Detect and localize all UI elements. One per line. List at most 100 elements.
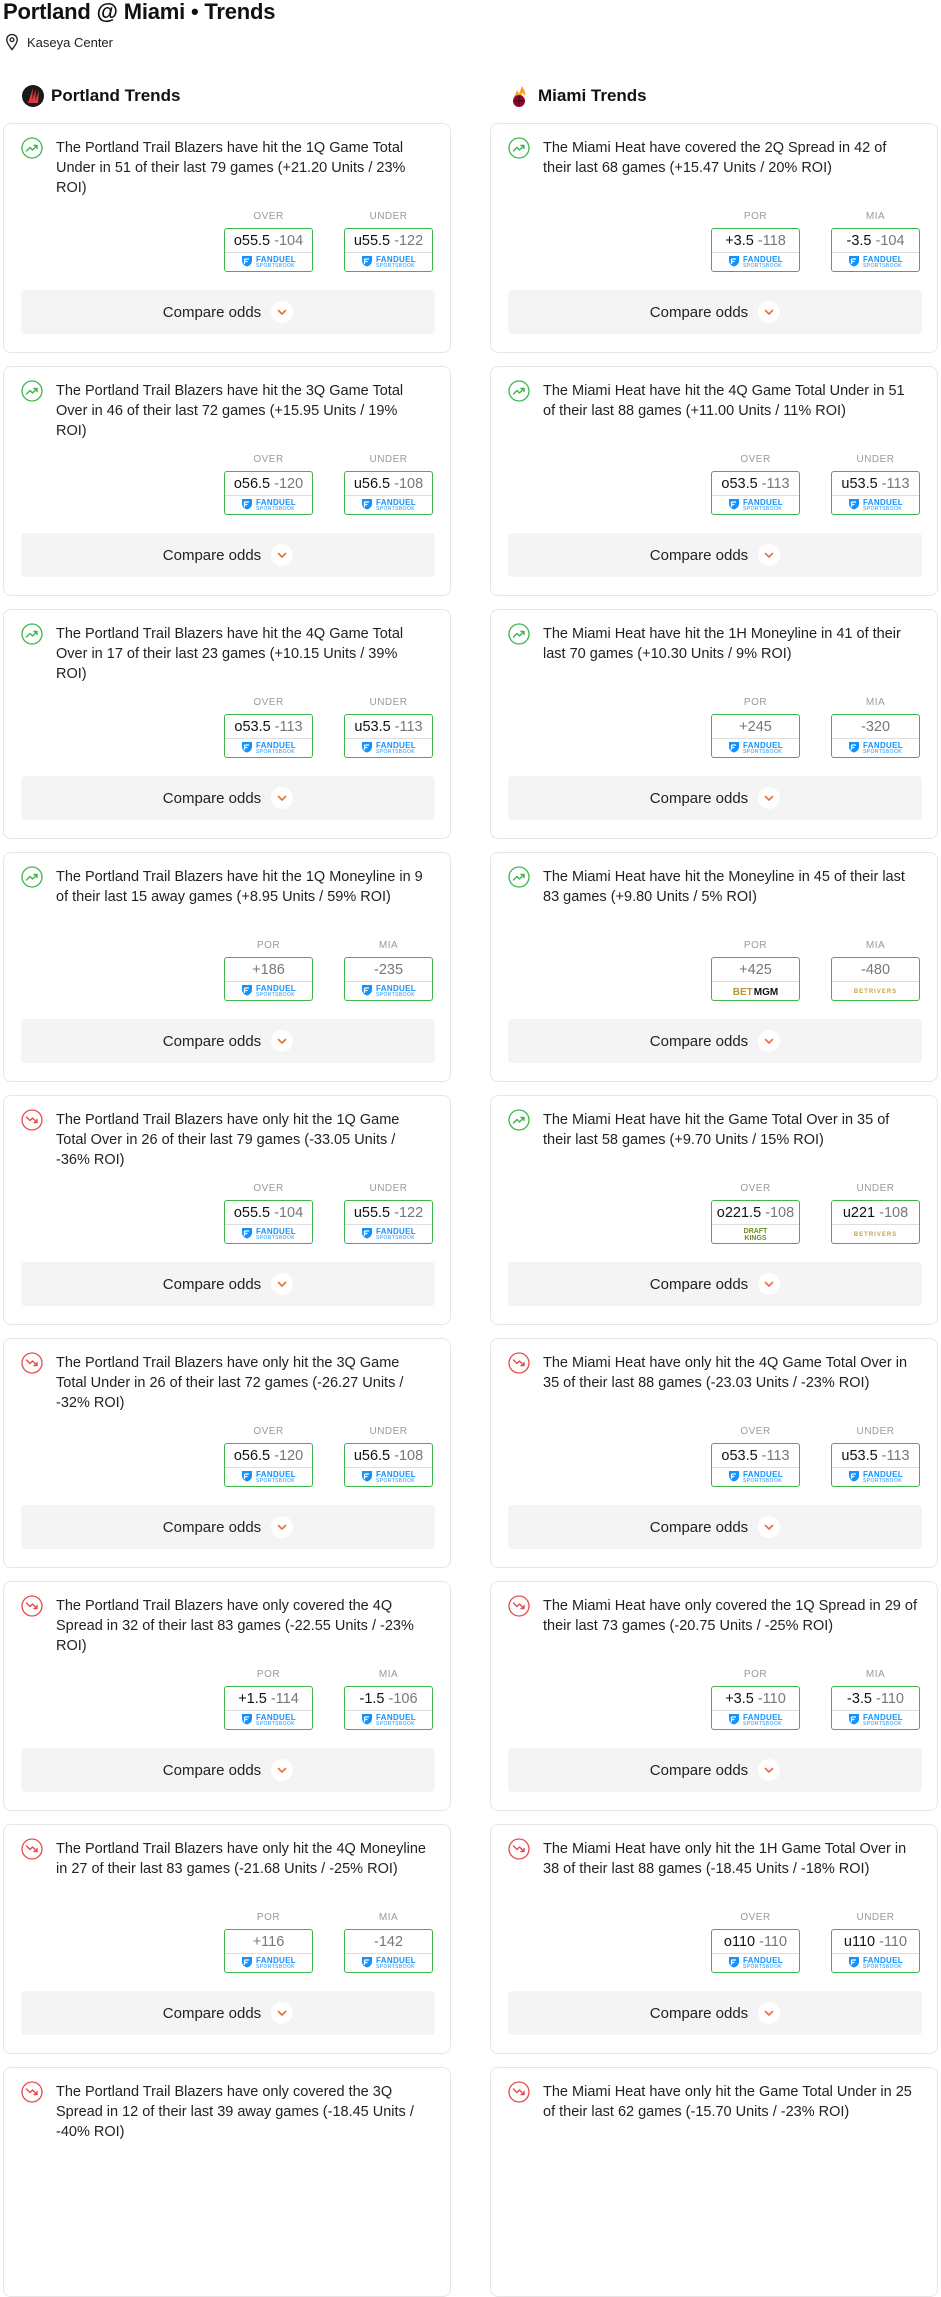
odds-option[interactable]: UNDER u53.5 -113 FANDUEL SPORTSBOOK [831, 1426, 920, 1487]
odds-button[interactable]: u55.5 -122 FANDUEL SPORTSBOOK [344, 1200, 433, 1244]
odds-option[interactable]: POR +186 FANDUEL SPORTSBOOK [224, 940, 313, 1001]
odds-button[interactable]: o53.5 -113 FANDUEL SPORTSBOOK [224, 714, 313, 758]
odds-option[interactable]: UNDER u55.5 -122 FANDUEL SPORTSBOOK [344, 211, 433, 272]
odds-button[interactable]: o55.5 -104 FANDUEL SPORTSBOOK [224, 228, 313, 272]
odds-button[interactable]: -3.5 -110 FANDUEL SPORTSBOOK [831, 1686, 920, 1730]
sportsbook-logo: BET MGM [712, 981, 799, 1000]
odds-option[interactable]: POR +116 FANDUEL SPORTSBOOK [224, 1912, 313, 1973]
odds-option[interactable]: OVER o55.5 -104 FANDUEL SPORTSBOOK [224, 211, 313, 272]
odds-button[interactable]: +425 BET MGM [711, 957, 800, 1001]
odds-button[interactable]: u56.5 -108 FANDUEL SPORTSBOOK [344, 471, 433, 515]
sportsbook-logo: FANDUEL SPORTSBOOK [345, 1224, 432, 1243]
odds-option[interactable]: POR +3.5 -118 FANDUEL SPORTSBOOK [711, 211, 800, 272]
odds-option[interactable]: MIA -3.5 -110 FANDUEL SPORTSBOOK [831, 1669, 920, 1730]
odds-header: OVER [740, 454, 771, 465]
odds-price: -110 [876, 1690, 904, 1707]
column-title: Portland Trends [51, 86, 181, 105]
odds-option[interactable]: POR +245 FANDUEL SPORTSBOOK [711, 697, 800, 758]
odds-button[interactable]: o221.5 -108 DRAFT KINGS [711, 1200, 800, 1244]
odds-button[interactable]: +3.5 -110 FANDUEL SPORTSBOOK [711, 1686, 800, 1730]
odds-button[interactable]: u110 -110 FANDUEL SPORTSBOOK [831, 1929, 920, 1973]
odds-button[interactable]: +1.5 -114 FANDUEL SPORTSBOOK [224, 1686, 313, 1730]
compare-odds-label: Compare odds [162, 789, 262, 807]
odds-button[interactable]: -320 FANDUEL SPORTSBOOK [831, 714, 920, 758]
compare-odds-button[interactable]: Compare odds [508, 1019, 922, 1063]
chevron-down-icon [758, 1273, 781, 1295]
compare-odds-button[interactable]: Compare odds [508, 1991, 922, 2035]
compare-odds-button[interactable]: Compare odds [21, 533, 435, 577]
odds-option[interactable]: OVER o53.5 -113 FANDUEL SPORTSBOOK [224, 697, 313, 758]
compare-odds-button[interactable]: Compare odds [21, 776, 435, 820]
compare-odds-button[interactable]: Compare odds [21, 1505, 435, 1549]
odds-button[interactable]: +116 FANDUEL SPORTSBOOK [224, 1929, 313, 1973]
odds-option[interactable]: UNDER u221 -108 BETRIVERS [831, 1183, 920, 1244]
odds-option[interactable]: UNDER u53.5 -113 FANDUEL SPORTSBOOK [344, 697, 433, 758]
odds-option[interactable]: POR +425 BET MGM [711, 940, 800, 1001]
compare-odds-button[interactable]: Compare odds [21, 1748, 435, 1792]
odds-button[interactable]: o55.5 -104 FANDUEL SPORTSBOOK [224, 1200, 313, 1244]
odds-button[interactable]: o53.5 -113 FANDUEL SPORTSBOOK [711, 1443, 800, 1487]
odds-option[interactable]: MIA -3.5 -104 FANDUEL SPORTSBOOK [831, 211, 920, 272]
odds-option[interactable]: POR +3.5 -110 FANDUEL SPORTSBOOK [711, 1669, 800, 1730]
odds-option[interactable]: UNDER u110 -110 FANDUEL SPORTSBOOK [831, 1912, 920, 1973]
odds-option[interactable]: UNDER u56.5 -108 FANDUEL SPORTSBOOK [344, 1426, 433, 1487]
odds-option[interactable]: OVER o53.5 -113 FANDUEL SPORTSBOOK [711, 1426, 800, 1487]
odds-option[interactable]: MIA -142 FANDUEL SPORTSBOOK [344, 1912, 433, 1973]
compare-odds-button[interactable]: Compare odds [21, 1019, 435, 1063]
odds-button[interactable]: o56.5 -120 FANDUEL SPORTSBOOK [224, 471, 313, 515]
odds-option[interactable]: UNDER u53.5 -113 FANDUEL SPORTSBOOK [831, 454, 920, 515]
sportsbook-logo: FANDUEL SPORTSBOOK [345, 1710, 432, 1729]
odds-option[interactable]: MIA -480 BETRIVERS [831, 940, 920, 1001]
odds-option[interactable]: MIA -235 FANDUEL SPORTSBOOK [344, 940, 433, 1001]
odds-header: UNDER [369, 1183, 408, 1194]
odds-option[interactable]: POR +1.5 -114 FANDUEL SPORTSBOOK [224, 1669, 313, 1730]
odds-price: -108 [879, 1204, 909, 1221]
odds-option[interactable]: OVER o56.5 -120 FANDUEL SPORTSBOOK [224, 454, 313, 515]
odds-button[interactable]: u53.5 -113 FANDUEL SPORTSBOOK [831, 1443, 920, 1487]
odds-button[interactable]: +186 FANDUEL SPORTSBOOK [224, 957, 313, 1001]
fanduel-logo: FANDUEL SPORTSBOOK [241, 254, 296, 271]
odds-price: +425 [739, 961, 772, 978]
odds-button[interactable]: o110 -110 FANDUEL SPORTSBOOK [711, 1929, 800, 1973]
compare-odds-button[interactable]: Compare odds [508, 1505, 922, 1549]
odds-option[interactable]: UNDER u56.5 -108 FANDUEL SPORTSBOOK [344, 454, 433, 515]
odds-button[interactable]: +3.5 -118 FANDUEL SPORTSBOOK [711, 228, 800, 272]
compare-odds-button[interactable]: Compare odds [21, 1991, 435, 2035]
odds-option[interactable]: OVER o221.5 -108 DRAFT KINGS [711, 1183, 800, 1244]
compare-odds-button[interactable]: Compare odds [21, 1262, 435, 1306]
odds-line: o53.5 -113 [712, 1444, 799, 1467]
odds-button[interactable]: u53.5 -113 FANDUEL SPORTSBOOK [344, 714, 433, 758]
odds-button[interactable]: -3.5 -104 FANDUEL SPORTSBOOK [831, 228, 920, 272]
odds-line: u56.5 -108 [345, 472, 432, 495]
compare-odds-button[interactable]: Compare odds [508, 290, 922, 334]
odds-button[interactable]: +245 FANDUEL SPORTSBOOK [711, 714, 800, 758]
compare-odds-button[interactable]: Compare odds [508, 533, 922, 577]
trend-text: The Miami Heat have covered the 2Q Sprea… [543, 140, 887, 176]
compare-odds-button[interactable]: Compare odds [508, 776, 922, 820]
odds-button[interactable]: -142 FANDUEL SPORTSBOOK [344, 1929, 433, 1973]
odds-option[interactable]: UNDER u55.5 -122 FANDUEL SPORTSBOOK [344, 1183, 433, 1244]
odds-button[interactable]: u55.5 -122 FANDUEL SPORTSBOOK [344, 228, 433, 272]
compare-odds-button[interactable]: Compare odds [508, 1262, 922, 1306]
odds-line: o55.5 -104 [225, 1201, 312, 1224]
odds-option[interactable]: OVER o53.5 -113 FANDUEL SPORTSBOOK [711, 454, 800, 515]
compare-odds-button[interactable]: Compare odds [508, 1748, 922, 1792]
odds-option[interactable]: OVER o56.5 -120 FANDUEL SPORTSBOOK [224, 1426, 313, 1487]
odds-line: +186 [225, 958, 312, 981]
compare-odds-button[interactable]: Compare odds [21, 290, 435, 334]
odds-button[interactable]: u56.5 -108 FANDUEL SPORTSBOOK [344, 1443, 433, 1487]
odds-option[interactable]: OVER o55.5 -104 FANDUEL SPORTSBOOK [224, 1183, 313, 1244]
odds-header: POR [743, 1669, 768, 1680]
odds-button[interactable]: o53.5 -113 FANDUEL SPORTSBOOK [711, 471, 800, 515]
odds-button[interactable]: u221 -108 BETRIVERS [831, 1200, 920, 1244]
odds-button[interactable]: u53.5 -113 FANDUEL SPORTSBOOK [831, 471, 920, 515]
odds-button[interactable]: -235 FANDUEL SPORTSBOOK [344, 957, 433, 1001]
odds-option[interactable]: MIA -320 FANDUEL SPORTSBOOK [831, 697, 920, 758]
odds-line: o56.5 -120 [225, 472, 312, 495]
odds-button[interactable]: -480 BETRIVERS [831, 957, 920, 1001]
odds-button[interactable]: o56.5 -120 FANDUEL SPORTSBOOK [224, 1443, 313, 1487]
fanduel-shield-icon [728, 497, 740, 514]
odds-button[interactable]: -1.5 -106 FANDUEL SPORTSBOOK [344, 1686, 433, 1730]
odds-option[interactable]: OVER o110 -110 FANDUEL SPORTSBOOK [711, 1912, 800, 1973]
odds-option[interactable]: MIA -1.5 -106 FANDUEL SPORTSBOOK [344, 1669, 433, 1730]
